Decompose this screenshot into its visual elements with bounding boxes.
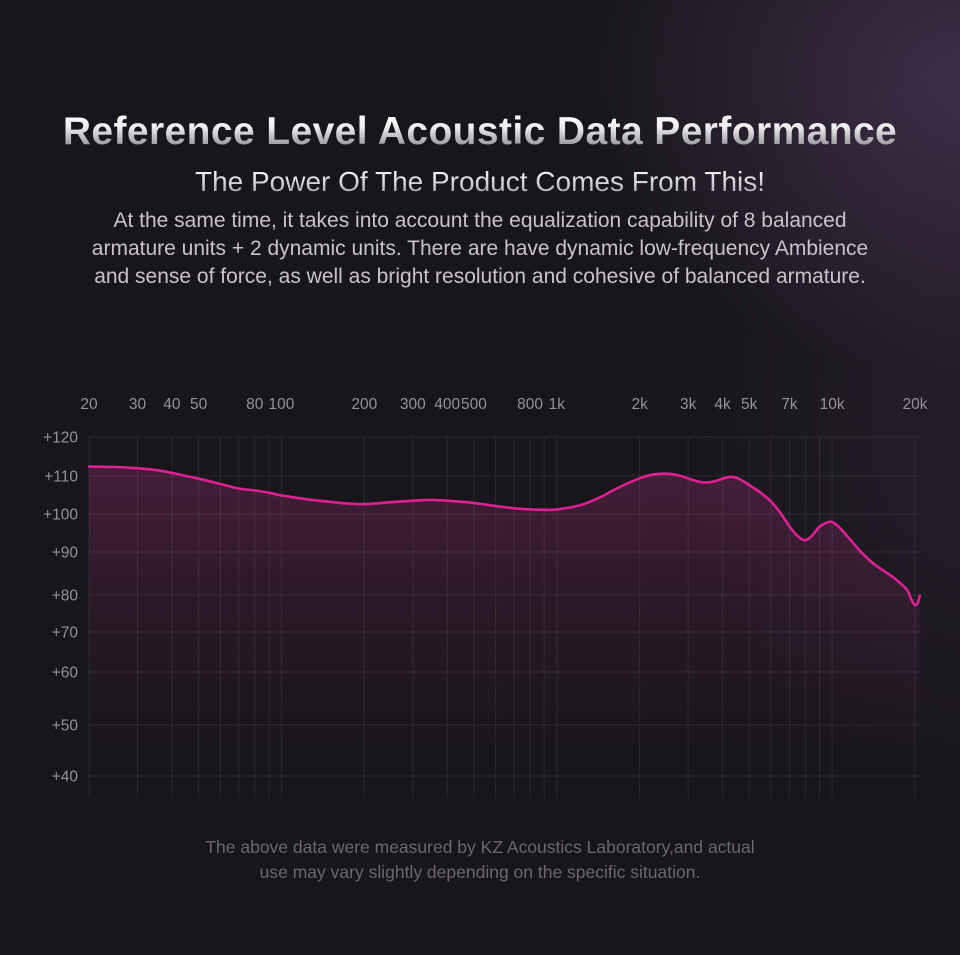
frequency-axis-label: 1k: [549, 396, 566, 413]
db-axis-label: +40: [52, 769, 79, 786]
footnote-line: use may vary slightly depending on the s…: [259, 862, 701, 882]
frequency-axis-label: 20: [80, 396, 98, 413]
frequency-axis-label: 10k: [820, 396, 845, 413]
frequency-axis-label: 80: [246, 396, 264, 413]
frequency-axis-label: 20k: [903, 396, 928, 413]
footnote: The above data were measured by KZ Acous…: [0, 835, 960, 885]
db-axis-label: +50: [52, 718, 79, 735]
description-line: armature units + 2 dynamic units. There …: [91, 237, 869, 260]
frequency-axis-label: 7k: [781, 396, 798, 413]
footnote-line: The above data were measured by KZ Acous…: [205, 837, 755, 857]
frequency-axis-label: 2k: [632, 396, 649, 413]
description: At the same time, it takes into account …: [0, 207, 960, 291]
frequency-axis-label: 800: [517, 396, 543, 413]
frequency-axis-label: 400: [434, 396, 460, 413]
db-axis-label: +60: [52, 665, 79, 682]
description-line: At the same time, it takes into account …: [113, 209, 847, 232]
page-title: Reference Level Acoustic Data Performanc…: [0, 110, 960, 154]
frequency-axis-label: 50: [190, 396, 208, 413]
frequency-axis-label: 5k: [741, 396, 758, 413]
frequency-axis-label: 200: [351, 396, 377, 413]
frequency-axis-label: 500: [461, 396, 487, 413]
frequency-axis-label: 100: [268, 396, 294, 413]
db-axis-label: +120: [43, 430, 78, 447]
response-area-fill: [89, 466, 920, 798]
frequency-axis-label: 40: [163, 396, 181, 413]
db-axis-label: +90: [52, 545, 79, 562]
frequency-axis-label: 30: [129, 396, 147, 413]
description-line: and sense of force, as well as bright re…: [94, 265, 866, 288]
frequency-axis-label: 300: [400, 396, 426, 413]
db-axis-label: +70: [52, 625, 79, 642]
db-axis-label: +110: [44, 469, 78, 486]
response-curve: [87, 465, 921, 607]
frequency-axis-label: 3k: [680, 396, 697, 413]
page-subtitle: The Power Of The Product Comes From This…: [0, 166, 960, 198]
frequency-axis-label: 4k: [714, 396, 731, 413]
db-axis-label: +80: [52, 588, 79, 605]
db-axis-label: +100: [43, 507, 78, 524]
